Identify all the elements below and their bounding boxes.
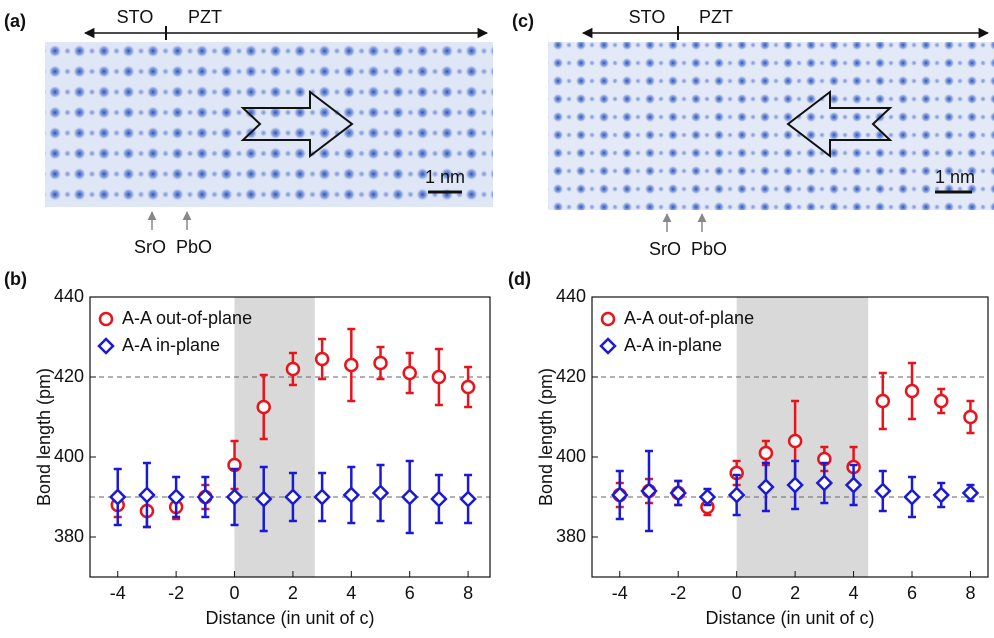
x-tick-label: 0 xyxy=(230,583,240,603)
legend-label: A-A in-plane xyxy=(122,335,220,355)
data-point xyxy=(757,478,775,496)
data-point xyxy=(904,383,920,399)
legend-marker xyxy=(98,311,114,327)
data-point xyxy=(758,445,774,461)
legend-label: A-A out-of-plane xyxy=(624,308,754,328)
data-point xyxy=(698,488,717,506)
data-point xyxy=(610,486,629,504)
y-axis-label: Bond length (pm) xyxy=(536,368,556,506)
x-axis-label: Distance (in unit of c) xyxy=(205,608,374,628)
legend-marker xyxy=(97,337,115,355)
x-tick-label: 6 xyxy=(405,583,415,603)
haadf-image xyxy=(548,42,994,210)
data-point xyxy=(787,433,803,449)
y-tick-label: 440 xyxy=(556,286,586,306)
polarization-arrow xyxy=(240,89,354,159)
data-point xyxy=(225,488,244,506)
x-tick-label: 4 xyxy=(346,583,356,603)
plot-frame xyxy=(89,296,491,578)
data-point xyxy=(875,393,891,409)
data-point xyxy=(963,409,978,425)
data-point xyxy=(196,488,215,506)
x-tick-label: 8 xyxy=(463,583,473,603)
data-point xyxy=(342,486,361,504)
layer-label: SrO xyxy=(649,239,681,259)
data-point xyxy=(727,486,746,504)
x-tick-label: -4 xyxy=(612,583,628,603)
data-point xyxy=(961,484,980,502)
data-point xyxy=(786,476,804,494)
x-tick-label: 2 xyxy=(288,583,298,603)
scale-label: 1 nm xyxy=(935,167,975,187)
layer-label: SrO xyxy=(134,237,166,257)
region-label: STO xyxy=(117,7,154,27)
y-tick-label: 440 xyxy=(54,286,84,306)
x-tick-label: -4 xyxy=(110,583,126,603)
region-label: PZT xyxy=(188,7,222,27)
data-point xyxy=(313,488,331,506)
y-tick-label: 380 xyxy=(54,526,84,546)
shaded-region xyxy=(736,297,869,577)
data-point xyxy=(844,476,863,494)
x-tick-label: 6 xyxy=(907,583,917,603)
layer-label: PbO xyxy=(691,239,727,259)
data-point xyxy=(402,365,417,381)
data-point xyxy=(669,484,687,502)
data-point xyxy=(254,490,273,508)
legend-label: A-A out-of-plane xyxy=(122,308,252,328)
data-point xyxy=(373,355,388,371)
layer-label: PbO xyxy=(176,237,212,257)
y-tick-label: 420 xyxy=(54,366,84,386)
y-tick-label: 400 xyxy=(54,446,84,466)
x-tick-label: 8 xyxy=(965,583,975,603)
data-point xyxy=(874,482,892,500)
x-tick-label: 4 xyxy=(849,583,859,603)
data-point xyxy=(430,490,448,508)
data-point xyxy=(460,379,476,395)
micrographs: (a) STO PZT 1 nm SrO PbO (c) STO PZT 1 n… xyxy=(4,7,994,259)
data-point xyxy=(815,474,834,492)
region-label: STO xyxy=(629,7,666,27)
data-point xyxy=(371,484,390,502)
panel-label: (b) xyxy=(4,269,27,289)
panel-label: (a) xyxy=(4,11,26,31)
y-tick-label: 420 xyxy=(556,366,586,386)
data-point xyxy=(933,393,949,409)
data-point xyxy=(400,488,419,506)
data-point xyxy=(108,488,127,506)
data-point xyxy=(932,486,951,504)
legend-marker xyxy=(600,311,616,327)
data-point xyxy=(284,488,302,506)
plot-frame xyxy=(591,296,989,578)
x-tick-label: -2 xyxy=(670,583,686,603)
data-point xyxy=(138,486,156,504)
data-point xyxy=(640,482,658,500)
haadf-image xyxy=(45,42,493,207)
data-point xyxy=(167,488,185,506)
x-axis-label: Distance (in unit of c) xyxy=(705,608,874,628)
polarization-arrow xyxy=(786,89,893,159)
y-axis-label: Bond length (pm) xyxy=(34,368,54,506)
x-tick-label: 0 xyxy=(732,583,742,603)
data-point xyxy=(314,351,330,367)
panel-label: (d) xyxy=(508,269,531,289)
data-point xyxy=(344,357,359,373)
y-tick-label: 400 xyxy=(556,446,586,466)
scale-label: 1 nm xyxy=(425,167,465,187)
y-tick-label: 380 xyxy=(556,526,586,546)
x-tick-label: -2 xyxy=(168,583,184,603)
data-point xyxy=(903,488,921,506)
data-point xyxy=(256,399,271,415)
x-tick-label: 2 xyxy=(790,583,800,603)
region-label: PZT xyxy=(699,7,733,27)
data-point xyxy=(459,490,477,508)
legend-marker xyxy=(599,337,617,355)
legend-label: A-A in-plane xyxy=(624,335,722,355)
data-point xyxy=(431,369,447,385)
shaded-region xyxy=(234,297,315,577)
panel-label: (c) xyxy=(512,11,534,31)
data-point xyxy=(285,361,301,377)
